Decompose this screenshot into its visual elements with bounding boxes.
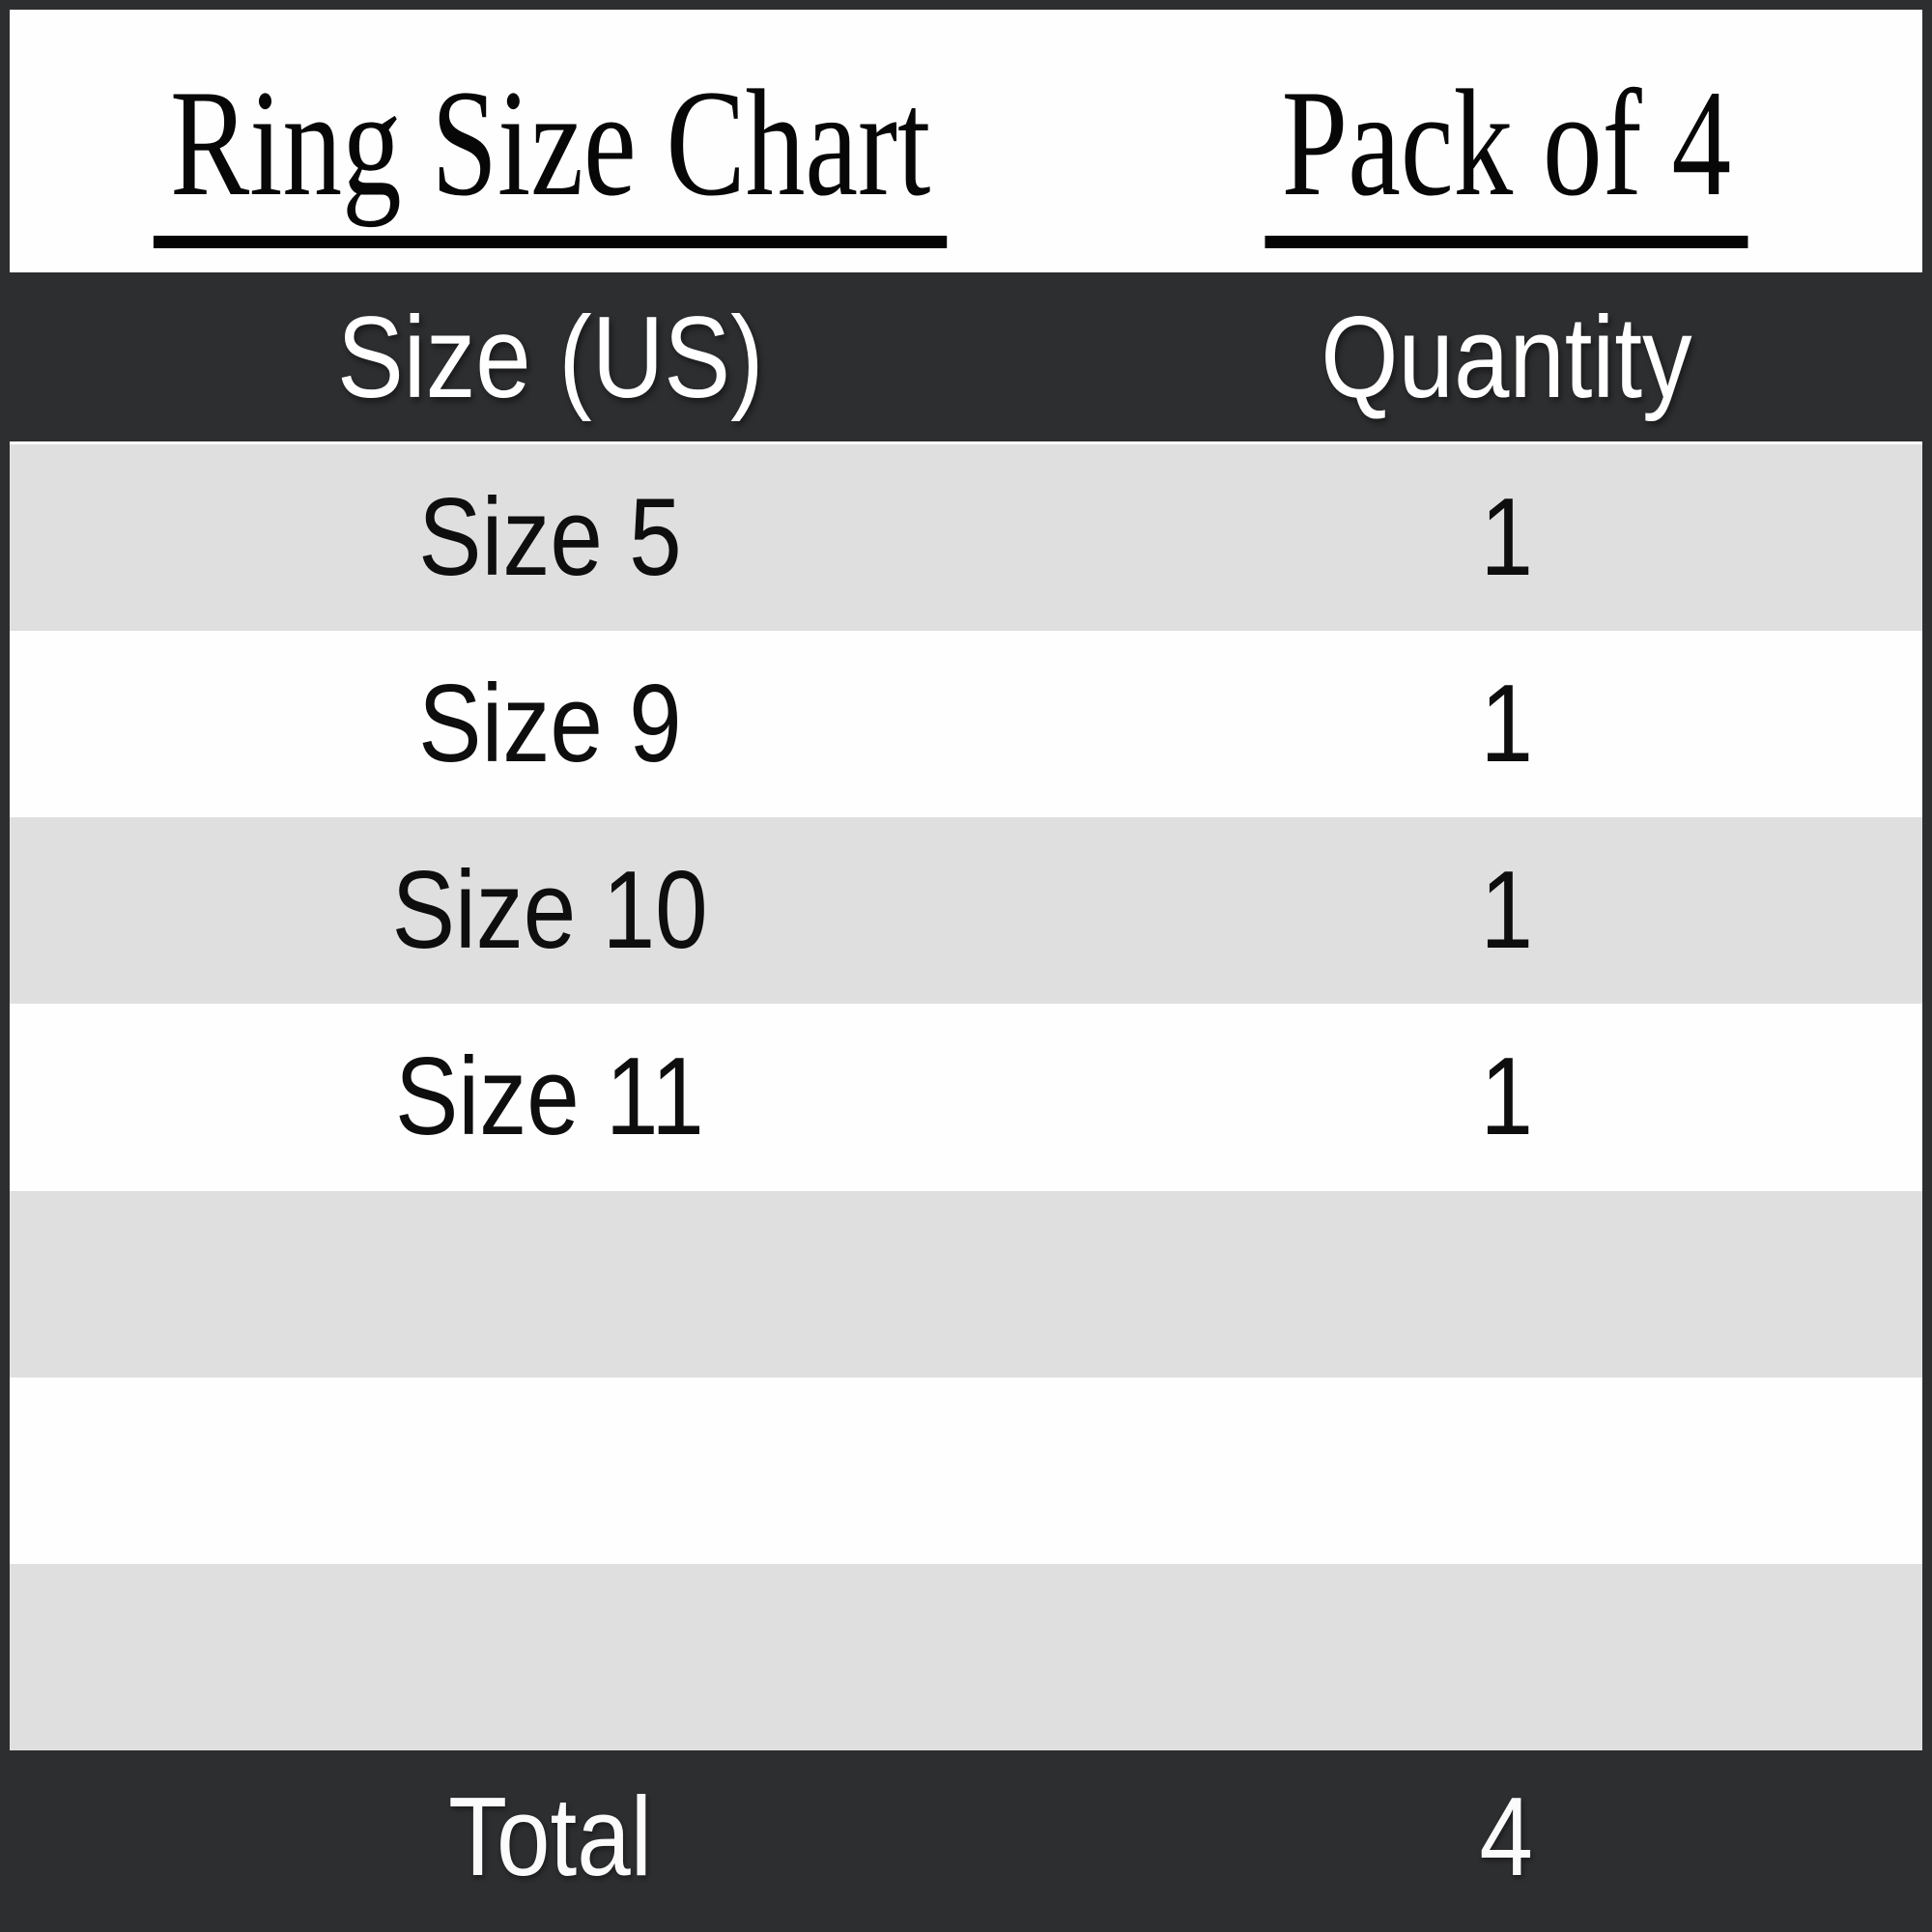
quantity-cell: 1 <box>1480 1036 1533 1159</box>
size-cell: Size 5 <box>418 476 682 600</box>
pack-of-title: Pack of 4 <box>1264 67 1748 248</box>
table-row-empty <box>10 1563 1922 1750</box>
chart-title: Ring Size Chart <box>153 67 948 248</box>
table-body: Size 5 1 Size 9 1 Size 10 1 Size 11 1 <box>10 444 1922 1750</box>
table-row: Size 5 1 <box>10 444 1922 632</box>
total-label: Total <box>447 1774 652 1899</box>
size-cell: Size 9 <box>418 663 682 786</box>
table-row-empty <box>10 1377 1922 1564</box>
total-value: 4 <box>1479 1774 1534 1899</box>
table-row: Size 10 1 <box>10 817 1922 1005</box>
table-row: Size 9 1 <box>10 631 1922 818</box>
quantity-cell: 1 <box>1480 476 1533 600</box>
header-quantity: Quantity <box>1321 292 1692 422</box>
title-section: Ring Size Chart Pack of 4 <box>10 10 1922 272</box>
table-footer-row: Total 4 <box>10 1750 1922 1922</box>
table-header-row: Size (US) Quantity <box>10 272 1922 444</box>
header-size-us: Size (US) <box>336 292 764 422</box>
table-row: Size 11 1 <box>10 1004 1922 1191</box>
quantity-cell: 1 <box>1480 663 1533 786</box>
quantity-cell: 1 <box>1480 849 1533 973</box>
size-cell: Size 11 <box>395 1036 705 1159</box>
size-cell: Size 10 <box>391 849 708 973</box>
table-row-empty <box>10 1190 1922 1378</box>
